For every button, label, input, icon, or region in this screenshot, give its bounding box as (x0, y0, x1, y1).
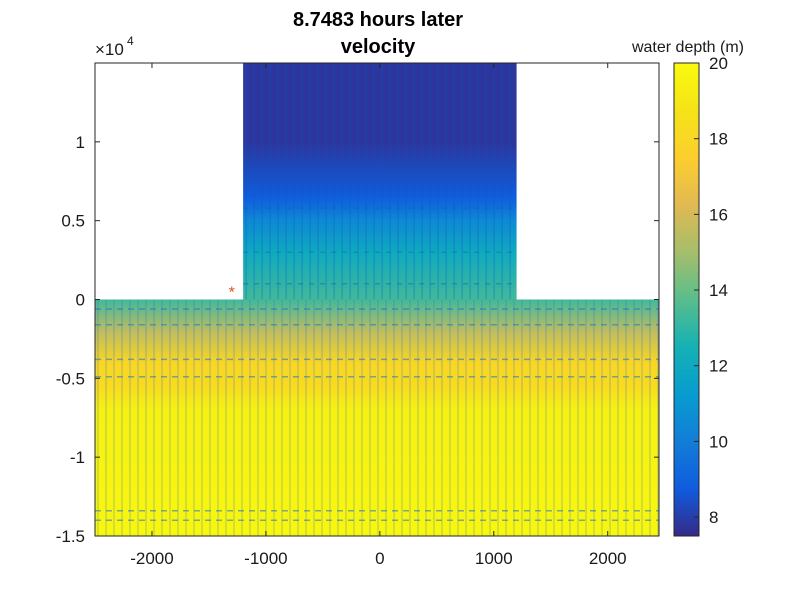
colorbar: water depth (m) 8 10 12 14 16 18 20 (631, 39, 744, 537)
colorbar-tick-label: 10 (709, 432, 728, 451)
y-tick-label: -1.5 (56, 527, 85, 546)
colorbar-tick-label: 12 (709, 357, 728, 376)
channel-region (243, 63, 517, 300)
x-tick-label: 2000 (589, 549, 627, 568)
y-axis: -1.5 -1 -0.5 0 0.5 1 (56, 133, 659, 546)
ocean-region (95, 299, 659, 536)
y-tick-label: 1 (76, 133, 85, 152)
x-tick-label: -2000 (130, 549, 173, 568)
x-axis: -2000 -1000 0 1000 2000 (130, 63, 627, 568)
colorbar-tick-label: 8 (709, 508, 718, 527)
y-exponent-base: ×10 (95, 40, 124, 59)
x-tick-label: 1000 (475, 549, 513, 568)
title-line-1: 8.7483 hours later (293, 9, 463, 31)
gauge-marker: * (229, 285, 235, 302)
plot-area: * (94, 62, 660, 537)
y-tick-label: 0.5 (61, 212, 85, 231)
y-tick-label: 0 (76, 291, 85, 310)
title-line-2: velocity (341, 36, 416, 58)
colorbar-tick-label: 18 (709, 130, 728, 149)
chart-title: 8.7483 hours later velocity (293, 9, 463, 58)
colorbar-tick-label: 14 (709, 281, 728, 300)
velocity-vectors (95, 63, 659, 536)
colorbar-gradient-bar (673, 62, 700, 537)
colorbar-tick-label: 16 (709, 205, 728, 224)
y-tick-label: -1 (70, 448, 85, 467)
colorbar-tick-label: 20 (709, 54, 728, 73)
y-exponent-power: 4 (127, 34, 134, 48)
y-tick-label: -0.5 (56, 369, 85, 388)
x-tick-label: 0 (375, 549, 384, 568)
x-tick-label: -1000 (244, 549, 287, 568)
colorbar-label: water depth (m) (631, 39, 744, 56)
y-exponent-label: ×10 4 (95, 34, 134, 59)
